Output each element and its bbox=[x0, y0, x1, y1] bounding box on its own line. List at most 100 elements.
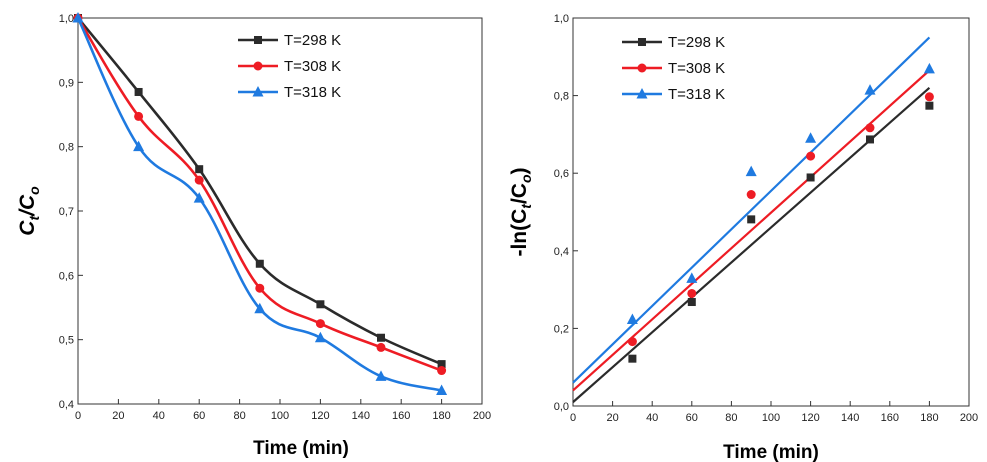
data-point bbox=[195, 165, 204, 174]
x-tick-label: 160 bbox=[392, 410, 410, 422]
data-point bbox=[865, 123, 875, 133]
x-tick-label: 140 bbox=[352, 410, 370, 422]
data-point bbox=[687, 288, 697, 298]
data-point bbox=[134, 87, 143, 96]
x-axis-ticks: 0 20 40 60 80 100 120 140 160 180 200 bbox=[75, 399, 491, 422]
series-markers bbox=[72, 12, 448, 395]
x-tick-label: 60 bbox=[193, 410, 205, 422]
x-tick-label: 200 bbox=[960, 412, 978, 424]
y-axis-ticks: 0,4 0,5 0,6 0,7 0,8 0,9 1,0 bbox=[59, 13, 83, 411]
data-point bbox=[923, 62, 935, 74]
x-tick-label: 40 bbox=[646, 412, 658, 424]
legend-label: T=298 K bbox=[668, 34, 725, 51]
plot-frame bbox=[77, 17, 483, 405]
data-point bbox=[805, 132, 817, 143]
legend: T=298 K T=308 K T=318 K bbox=[622, 34, 725, 103]
data-point bbox=[316, 300, 325, 309]
data-point bbox=[377, 333, 385, 342]
y-tick-label: 0,8 bbox=[554, 91, 569, 103]
legend-marker bbox=[253, 61, 263, 71]
data-point bbox=[314, 331, 326, 343]
data-point bbox=[687, 298, 696, 307]
x-tick-label: 180 bbox=[432, 410, 450, 422]
data-point bbox=[925, 101, 934, 110]
y-tick-label: 0,6 bbox=[554, 168, 569, 180]
data-point bbox=[746, 190, 756, 200]
data-point bbox=[806, 151, 816, 161]
x-tick-label: 120 bbox=[801, 412, 819, 424]
y-tick-label: 0,7 bbox=[59, 206, 74, 218]
x-tick-label: 80 bbox=[233, 410, 245, 422]
y-tick-label: 0,4 bbox=[59, 399, 74, 411]
fit-line bbox=[572, 36, 931, 384]
data-point bbox=[866, 135, 874, 144]
series-markers bbox=[626, 62, 935, 363]
data-point bbox=[72, 12, 84, 23]
x-axis-ticks: 0 20 40 60 80 100 120 140 160 180 200 bbox=[570, 401, 978, 424]
x-tick-label: 80 bbox=[725, 412, 737, 424]
x-tick-label: 20 bbox=[112, 410, 124, 422]
data-point bbox=[686, 272, 698, 283]
legend-label: T=318 K bbox=[668, 86, 725, 103]
x-axis-label: Time (min) bbox=[253, 438, 349, 459]
series-lines bbox=[76, 17, 443, 392]
legend-label: T=298 K bbox=[284, 32, 341, 49]
data-point bbox=[628, 354, 637, 363]
fit-line bbox=[572, 87, 931, 403]
y-axis-label: Ct/Co bbox=[16, 186, 42, 236]
y-tick-label: 1,0 bbox=[554, 13, 569, 25]
y-tick-label: 0,6 bbox=[59, 270, 74, 282]
data-point bbox=[375, 370, 387, 381]
x-tick-label: 200 bbox=[473, 410, 491, 422]
data-point bbox=[133, 140, 145, 152]
chart-left: 0,4 0,5 0,6 0,7 0,8 0,9 1,0 0 20 40 60 80 100 120 140… bbox=[16, 12, 491, 459]
y-tick-label: 0,5 bbox=[59, 335, 74, 347]
y-tick-label: 0,8 bbox=[59, 142, 74, 154]
data-point bbox=[745, 165, 757, 177]
x-tick-label: 100 bbox=[762, 412, 780, 424]
y-axis-label: -ln(Ct/Co) bbox=[508, 167, 534, 256]
data-point bbox=[626, 313, 638, 324]
x-tick-label: 160 bbox=[881, 412, 899, 424]
series-line bbox=[76, 17, 443, 372]
data-point bbox=[134, 111, 144, 121]
data-point bbox=[436, 384, 448, 395]
legend-marker bbox=[637, 63, 647, 73]
y-tick-label: 0,4 bbox=[554, 246, 569, 258]
x-tick-label: 20 bbox=[606, 412, 618, 424]
data-point bbox=[193, 192, 205, 203]
data-point bbox=[255, 259, 264, 268]
x-tick-label: 180 bbox=[920, 412, 938, 424]
x-tick-label: 40 bbox=[153, 410, 165, 422]
fit-line bbox=[572, 69, 931, 392]
y-tick-label: 1,0 bbox=[59, 13, 74, 25]
y-tick-label: 0,2 bbox=[554, 323, 569, 335]
y-tick-label: 0,9 bbox=[59, 77, 74, 89]
data-point bbox=[255, 283, 265, 293]
data-point bbox=[437, 366, 447, 376]
x-tick-label: 0 bbox=[75, 410, 81, 422]
data-point bbox=[627, 337, 637, 347]
y-tick-label: 0,0 bbox=[554, 401, 569, 413]
legend-marker bbox=[254, 36, 262, 44]
legend-label: T=318 K bbox=[284, 84, 341, 101]
data-point bbox=[194, 175, 204, 185]
x-tick-label: 100 bbox=[271, 410, 289, 422]
data-point bbox=[747, 215, 756, 224]
data-point bbox=[254, 302, 266, 314]
legend-label: T=308 K bbox=[668, 60, 725, 77]
x-tick-label: 0 bbox=[570, 412, 576, 424]
data-point bbox=[806, 173, 815, 182]
legend-marker bbox=[636, 88, 648, 99]
data-point bbox=[864, 84, 876, 95]
x-tick-label: 60 bbox=[686, 412, 698, 424]
data-point bbox=[924, 92, 934, 102]
chart-right: 0,0 0,2 0,4 0,6 0,8 1,0 0 20 40 60 80 100 120 140 160… bbox=[508, 13, 978, 462]
data-point bbox=[315, 319, 325, 329]
x-tick-label: 120 bbox=[311, 410, 329, 422]
data-point bbox=[437, 360, 446, 369]
data-point bbox=[376, 342, 386, 352]
legend: T=298 K T=308 K T=318 K bbox=[238, 32, 341, 101]
x-tick-label: 140 bbox=[841, 412, 859, 424]
